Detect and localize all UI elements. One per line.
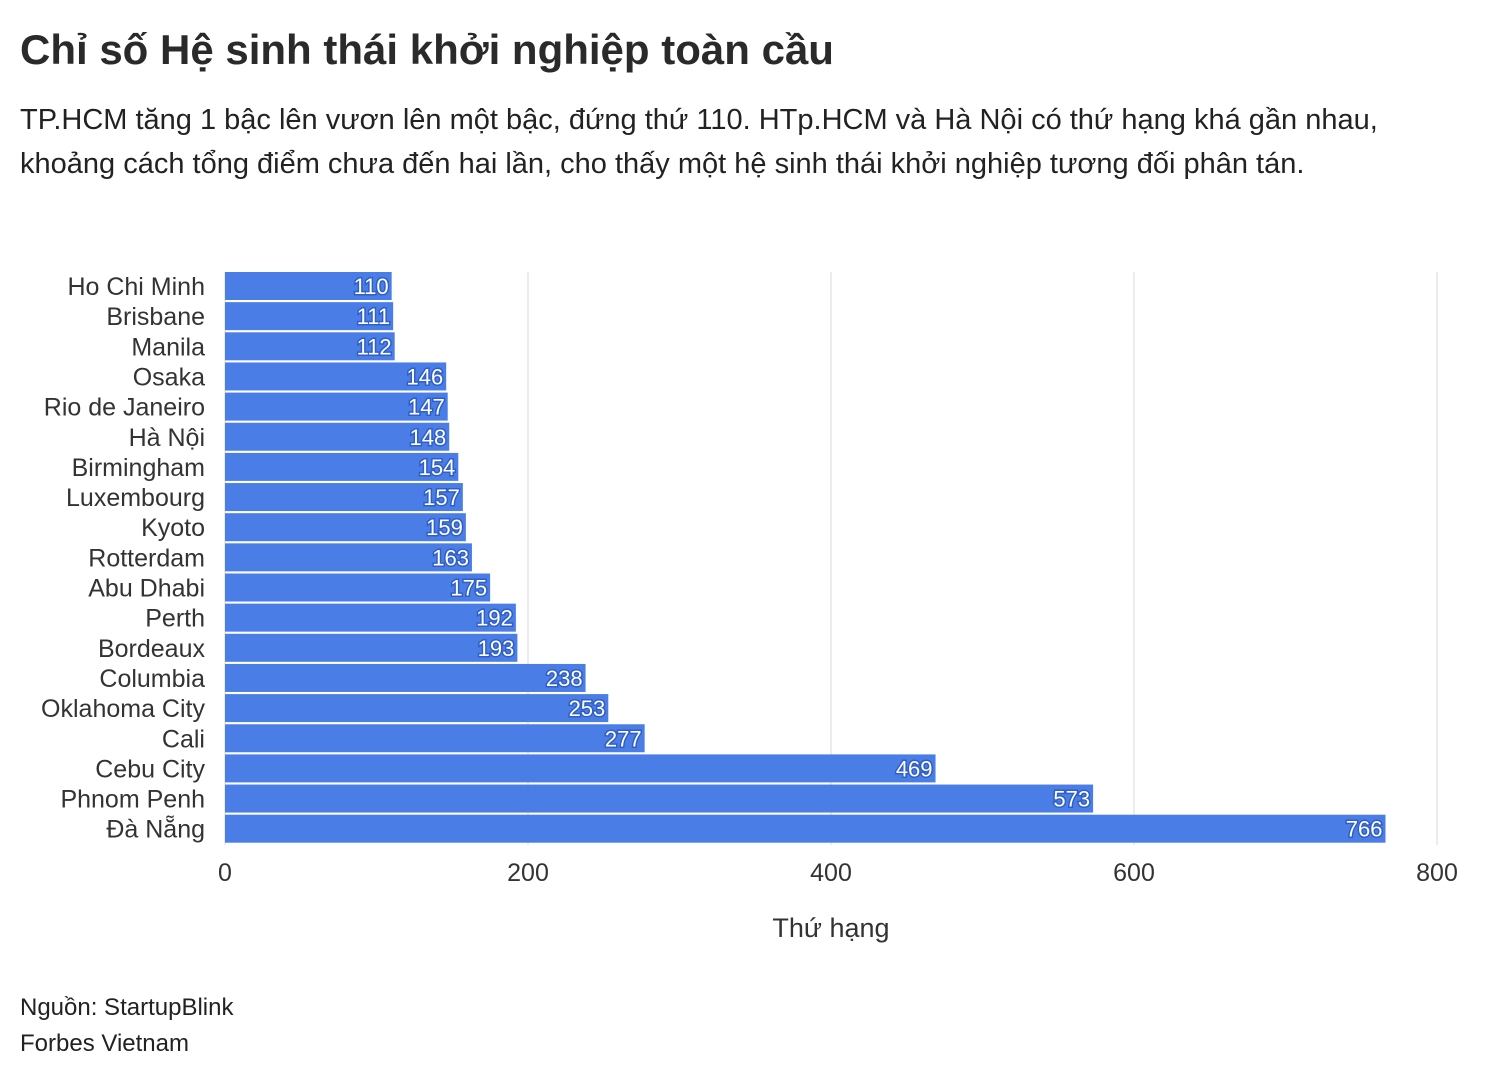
category-label: Manila xyxy=(131,333,205,361)
bar xyxy=(225,754,936,783)
data-label: 175 xyxy=(450,576,487,601)
category-label: Bordeaux xyxy=(98,635,206,663)
bar-chart: 0 200 400 600 800 Ho Chi Minh 110 Brisbane 111 Ma… xyxy=(41,272,1458,943)
x-tick-label: 400 xyxy=(810,859,852,887)
footer: Nguồn: StartupBlink Forbes Vietnam xyxy=(20,990,233,1062)
bar xyxy=(225,573,491,602)
publisher-note: Forbes Vietnam xyxy=(20,1030,189,1057)
category-label: Kyoto xyxy=(141,514,205,542)
bar xyxy=(225,663,586,692)
category-label: Brisbane xyxy=(106,303,205,331)
bar xyxy=(225,302,394,331)
category-label: Phnom Penh xyxy=(60,786,205,814)
data-label: 112 xyxy=(357,334,392,359)
category-label: Columbia xyxy=(99,665,205,693)
category-label: Cali xyxy=(162,725,205,753)
category-label: Cebu City xyxy=(95,755,205,783)
source-note: Nguồn: StartupBlink xyxy=(20,994,234,1021)
category-label: Osaka xyxy=(133,363,205,391)
bar xyxy=(225,422,450,451)
bar xyxy=(225,483,463,512)
x-tick-label: 0 xyxy=(218,859,232,887)
data-label: 110 xyxy=(354,274,389,299)
data-label: 766 xyxy=(1346,817,1383,842)
category-label: Rotterdam xyxy=(88,544,205,572)
category-label: Oklahoma City xyxy=(41,695,205,723)
data-label: 277 xyxy=(605,726,642,751)
data-label: 147 xyxy=(408,395,445,420)
x-tick-label: 800 xyxy=(1416,859,1458,887)
bar xyxy=(225,603,516,632)
category-label: Abu Dhabi xyxy=(88,575,205,603)
data-label: 573 xyxy=(1053,787,1090,812)
chart-title: Chỉ số Hệ sinh thái khởi nghiệp toàn cầu xyxy=(20,26,834,73)
x-tick-label: 600 xyxy=(1113,859,1155,887)
data-label: 469 xyxy=(896,756,933,781)
chart-subtitle: TP.HCM tăng 1 bậc lên vươn lên một bậc, … xyxy=(20,104,1378,180)
bar xyxy=(225,452,459,481)
bar xyxy=(225,362,447,391)
bar xyxy=(225,814,1386,843)
bar xyxy=(225,332,395,361)
data-label: 192 xyxy=(476,606,513,631)
category-label: Perth xyxy=(145,605,205,633)
bar xyxy=(225,272,392,300)
bar xyxy=(225,633,518,662)
data-label: 193 xyxy=(478,636,515,661)
bar xyxy=(225,392,448,421)
data-label: 157 xyxy=(423,485,460,510)
category-label: Rio de Janeiro xyxy=(44,394,205,422)
bar xyxy=(225,694,609,723)
category-label: Đà Nẵng xyxy=(106,815,205,844)
x-axis-title: Thứ hạng xyxy=(772,913,889,943)
bar xyxy=(225,784,1094,813)
category-label: Luxembourg xyxy=(66,484,205,512)
category-label: Hà Nội xyxy=(129,424,205,452)
data-label: 154 xyxy=(419,455,456,480)
data-label: 159 xyxy=(426,515,463,540)
x-tick-label: 200 xyxy=(507,859,549,887)
bar xyxy=(225,513,466,542)
category-label: Birmingham xyxy=(72,454,205,482)
data-label: 163 xyxy=(432,545,469,570)
data-label: 146 xyxy=(406,364,443,389)
data-label: 111 xyxy=(357,304,390,329)
bar xyxy=(225,543,472,572)
data-label: 238 xyxy=(546,666,583,691)
data-label: 253 xyxy=(569,696,606,721)
bar xyxy=(225,724,645,753)
category-label: Ho Chi Minh xyxy=(67,273,205,301)
data-label: 148 xyxy=(410,425,447,450)
